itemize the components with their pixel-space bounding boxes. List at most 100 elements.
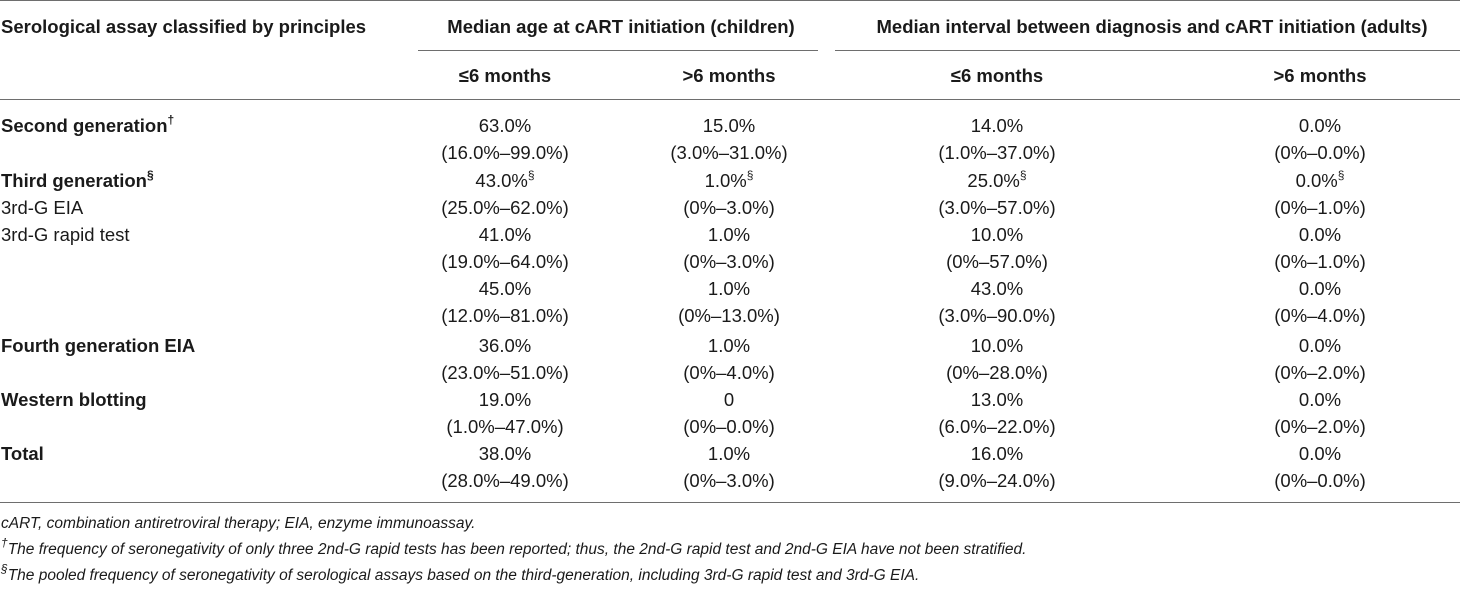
footnote-marker: § (146, 167, 154, 182)
cell-value: 0.0% (1298, 335, 1342, 356)
cell-value: 0.0% (1298, 443, 1342, 464)
table-cell-range: (23.0%–51.0%) (441, 362, 569, 383)
footnote-marker: † (167, 112, 175, 127)
cell-value: 15.0% (702, 115, 756, 136)
table-cell: 0.0% (1299, 335, 1341, 357)
table-cell: (3.0%–57.0%) (938, 197, 1055, 219)
table-cell-range: (0%–3.0%) (683, 470, 775, 491)
table-cell: 38.0% (479, 443, 531, 465)
table-cell: 25.0%§ (967, 169, 1026, 192)
cell-value: 45.0% (478, 278, 532, 299)
table-cell: 0.0% (1299, 224, 1341, 246)
row-label: 3rd-G EIA (1, 197, 83, 219)
cell-value: (0%–1.0%) (1274, 197, 1366, 218)
cell-value: 0 (723, 389, 735, 410)
cell-value: 43.0% (475, 170, 528, 191)
table-cell-range: (0%–3.0%) (683, 251, 775, 272)
cell-value: 16.0% (970, 443, 1024, 464)
footnote-text: cART, combination antiretroviral therapy… (1, 515, 476, 532)
cell-value: (25.0%–62.0%) (441, 197, 569, 218)
cell-value: (0%–3.0%) (683, 197, 775, 218)
cell-value: 63.0% (478, 115, 532, 136)
cell-value: 0.0% (1295, 170, 1338, 191)
cell-value: 1.0% (707, 443, 751, 464)
subheader-adults-le6: ≤6 months (950, 65, 1044, 86)
table-cell-range: (9.0%–24.0%) (938, 470, 1056, 491)
cell-value: (3.0%–57.0%) (938, 197, 1056, 218)
row-label-text: Third generation (1, 170, 147, 191)
table-cell: 0 (724, 389, 734, 411)
row-label-text: Second generation (1, 115, 168, 136)
cell-value: 0.0% (1298, 224, 1342, 245)
table-cell: 1.0% (708, 335, 750, 357)
cell-value: 19.0% (478, 389, 532, 410)
table-cell: (25.0%–62.0%) (441, 197, 569, 219)
table-cell: 15.0% (703, 115, 755, 137)
row-label-text: Fourth generation EIA (1, 335, 196, 356)
table-cell-range: (0%–0.0%) (683, 416, 775, 437)
table-cell: (0%–3.0%) (683, 197, 775, 219)
row-label: Western blotting (1, 389, 147, 411)
cell-value: 1.0% (707, 335, 751, 356)
table-cell-range: (0%–2.0%) (1274, 416, 1366, 437)
cell-value: 25.0% (967, 170, 1020, 191)
row-label-text: 3rd-G rapid test (1, 224, 130, 245)
footnote-marker: § (746, 167, 754, 182)
group-rule-adults (835, 50, 1460, 51)
table-cell: (0%–1.0%) (1274, 197, 1366, 219)
table-cell: 19.0% (479, 389, 531, 411)
row-label: 3rd-G rapid test (1, 224, 130, 246)
group-header-children: Median age at cART initiation (children) (447, 16, 795, 37)
table-top-rule (0, 0, 1460, 1)
subheader-children-le6: ≤6 months (458, 65, 552, 86)
table-cell: 0.0% (1299, 389, 1341, 411)
footnote: §The pooled frequency of seronegativity … (1, 563, 920, 586)
table-cell-range: (0%–4.0%) (683, 362, 775, 383)
table-cell: 1.0% (708, 224, 750, 246)
table-cell-range: (0%–4.0%) (1274, 305, 1366, 326)
header-bottom-rule (0, 99, 1460, 100)
footnote-text: The frequency of seronegativity of only … (7, 541, 1027, 558)
group-rule-children (418, 50, 818, 51)
table-cell: 43.0%§ (475, 169, 534, 192)
table-cell: 45.0% (479, 278, 531, 300)
row-label-text: 3rd-G EIA (1, 197, 84, 218)
table-cell-range: (0%–57.0%) (946, 251, 1048, 272)
cell-value: 1.0% (707, 224, 751, 245)
table-bottom-rule (0, 502, 1460, 503)
table-cell: 1.0%§ (704, 167, 754, 192)
footnote-marker: § (1, 561, 8, 576)
table-cell: 0.0% (1299, 278, 1341, 300)
cell-value: 0.0% (1298, 389, 1342, 410)
cell-value: 10.0% (970, 335, 1024, 356)
table-cell: 10.0% (971, 224, 1023, 246)
subheader-children-gt6: >6 months (682, 65, 776, 86)
footnote-text: The pooled frequency of seronegativity o… (7, 567, 920, 584)
table-cell-range: (19.0%–64.0%) (441, 251, 569, 272)
row-label: Fourth generation EIA (1, 335, 195, 357)
table-cell: 43.0% (971, 278, 1023, 300)
cell-value: 43.0% (970, 278, 1024, 299)
cell-value: 41.0% (478, 224, 532, 245)
table-cell-range: (0%–0.0%) (1274, 470, 1366, 491)
table-cell-range: (1.0%–47.0%) (446, 416, 564, 437)
cell-value: 13.0% (970, 389, 1024, 410)
table-cell: 41.0% (479, 224, 531, 246)
table-cell-range: (28.0%–49.0%) (441, 470, 569, 491)
cell-value: 38.0% (478, 443, 532, 464)
cell-value: 10.0% (970, 224, 1024, 245)
footnote-marker: § (1337, 167, 1345, 182)
table-cell: 0.0%§ (1295, 167, 1345, 192)
table-cell: 1.0% (708, 443, 750, 465)
table-cell: 1.0% (708, 278, 750, 300)
row-label-text: Western blotting (1, 389, 147, 410)
table-cell-range: (0%–2.0%) (1274, 362, 1366, 383)
cell-value: 1.0% (704, 170, 747, 191)
table-cell-range: (3.0%–31.0%) (670, 142, 788, 163)
table-cell: 0.0% (1299, 115, 1341, 137)
cell-value: 36.0% (478, 335, 532, 356)
row-label: Second generation† (1, 112, 175, 137)
table-cell-range: (12.0%–81.0%) (441, 305, 569, 326)
cell-value: 1.0% (707, 278, 751, 299)
footnote: cART, combination antiretroviral therapy… (1, 514, 475, 534)
